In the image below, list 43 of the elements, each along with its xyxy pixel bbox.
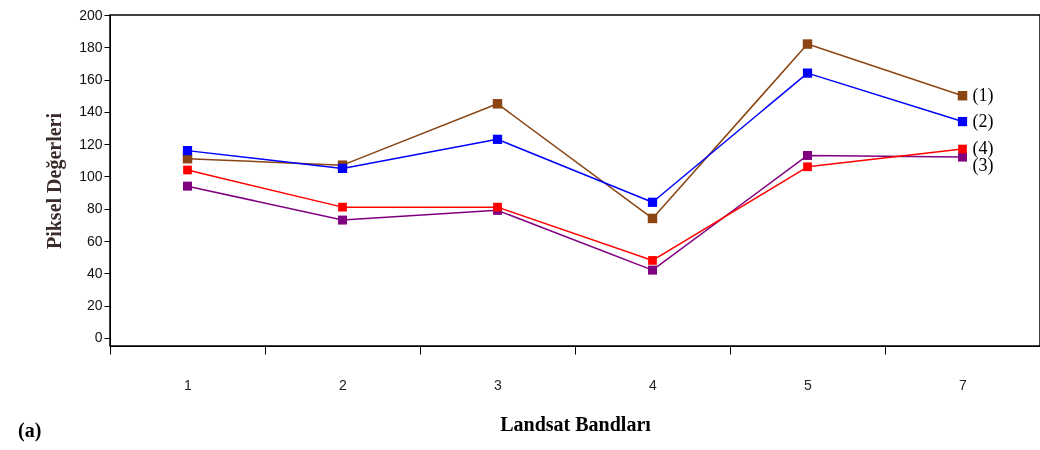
point — [648, 256, 657, 265]
point — [338, 215, 347, 225]
point — [958, 144, 967, 154]
point — [337, 163, 348, 174]
point — [182, 146, 193, 156]
point — [183, 165, 192, 175]
x-tick-label: 2 — [339, 376, 348, 393]
point — [647, 197, 658, 207]
y-tick-label: 160 — [79, 71, 103, 88]
x-tick-label: 4 — [649, 376, 658, 393]
point — [958, 152, 967, 162]
point — [647, 213, 658, 224]
x-tick-label: 5 — [804, 376, 813, 393]
y-tick-label: 120 — [79, 135, 103, 152]
x-tick-label: 7 — [959, 376, 968, 393]
point — [183, 181, 192, 191]
y-tick-label: 80 — [86, 200, 103, 217]
y-tick-label: 40 — [86, 264, 103, 281]
y-tick-label: 60 — [86, 232, 103, 249]
y-axis-title: Piksel Değerleri — [43, 112, 67, 250]
point — [492, 99, 503, 109]
point — [802, 39, 813, 49]
point — [803, 150, 812, 160]
y-tick-label: 0 — [94, 329, 103, 346]
series-label: (1) — [972, 84, 994, 106]
series-label: (2) — [972, 110, 994, 132]
y-tick-label: 100 — [79, 167, 103, 184]
text: (a) — [18, 419, 42, 442]
x-tick-label: 3 — [494, 376, 503, 393]
x-tick-label: 1 — [184, 376, 193, 393]
series-label: (4) — [972, 138, 994, 160]
x-axis-title: Landsat Bandları — [500, 412, 652, 435]
point — [492, 134, 503, 144]
point — [338, 202, 347, 212]
point — [802, 68, 813, 78]
y-tick-label: 20 — [86, 297, 103, 314]
point — [803, 162, 812, 172]
y-tick-label: 140 — [79, 103, 103, 120]
point — [648, 265, 657, 275]
point — [957, 116, 968, 127]
point — [957, 90, 968, 101]
y-tick-label: 180 — [79, 38, 103, 55]
y-tick-label: 200 — [79, 6, 103, 23]
